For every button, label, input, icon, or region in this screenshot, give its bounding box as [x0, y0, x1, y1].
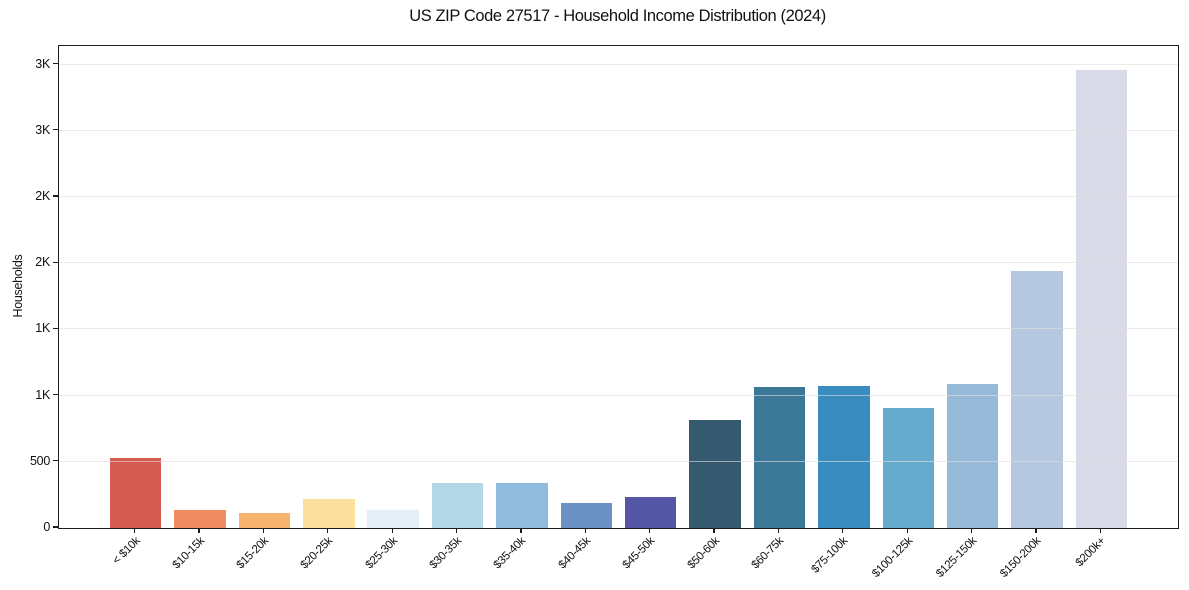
x-tick-label: $200k+: [1073, 535, 1108, 570]
bar-$75-100k: [818, 385, 870, 528]
y-tick-label: 1K: [35, 321, 50, 336]
bar-$35-40k: [496, 483, 548, 528]
bar-$25-30k: [367, 510, 419, 528]
gridline-3500: [59, 63, 1178, 65]
gridline-3000: [59, 129, 1178, 131]
bar-$150-200k: [1011, 271, 1063, 528]
y-tick-label: 1K: [35, 387, 50, 402]
bar-$10-15k: [174, 509, 226, 528]
gridline-2500: [59, 196, 1178, 197]
x-tick-mark: [584, 528, 586, 534]
x-tick-mark: [1035, 528, 1037, 534]
x-tick-mark: [842, 528, 844, 534]
bar-$200k+: [1075, 69, 1128, 528]
x-tick-mark: [520, 528, 522, 534]
x-tick-label: $40-45k: [556, 535, 593, 572]
x-tick-label: $20-25k: [298, 535, 336, 572]
y-tick-label: 500: [30, 453, 50, 468]
bar-$125-150k: [946, 384, 999, 528]
y-tick-mark: [53, 393, 58, 396]
x-tick-label: < $10k: [110, 535, 143, 567]
x-tick-mark: [455, 528, 458, 534]
plot-area: [58, 45, 1179, 529]
x-tick-mark: [262, 528, 265, 534]
y-tick-label: 0: [43, 520, 50, 534]
x-tick-label: $35-40k: [491, 535, 529, 572]
x-tick-label: $15-20k: [234, 535, 271, 572]
y-tick-mark: [53, 261, 58, 263]
x-tick-mark: [906, 528, 908, 534]
bar-< $10k: [109, 457, 162, 528]
x-tick-label: $125-150k: [934, 535, 980, 581]
x-tick-label: $50-60k: [685, 535, 722, 572]
x-tick-label: $10-15k: [170, 535, 207, 572]
y-tick-mark: [53, 526, 58, 528]
chart-title: US ZIP Code 27517 - Household Income Dis…: [409, 7, 826, 25]
y-tick-mark: [53, 195, 58, 197]
y-tick-label: 2K: [35, 255, 50, 270]
bar-$15-20k: [238, 512, 291, 528]
x-tick-mark: [198, 528, 200, 534]
x-tick-mark: [713, 528, 715, 534]
x-tick-mark: [327, 528, 329, 534]
x-tick-mark: [970, 528, 973, 534]
x-tick-mark: [1099, 528, 1102, 534]
x-tick-mark: [133, 528, 136, 534]
x-tick-label: $30-35k: [427, 535, 464, 572]
x-tick-mark: [777, 528, 780, 534]
bar-$60-75k: [753, 387, 806, 528]
gridline-1500: [59, 328, 1178, 330]
y-tick-label: 2K: [35, 189, 50, 203]
y-tick-mark: [53, 327, 58, 330]
bar-$100-125k: [882, 407, 934, 528]
gridline-500: [59, 460, 1178, 462]
bar-$20-25k: [303, 498, 355, 528]
x-tick-label: $60-75k: [749, 535, 786, 572]
gridline-1000: [59, 394, 1178, 396]
gridline-2000: [59, 262, 1178, 264]
bar-$50-60k: [689, 420, 741, 528]
y-tick-mark: [53, 62, 58, 65]
y-tick-label: 3K: [35, 56, 50, 71]
x-tick-mark: [391, 528, 393, 534]
x-tick-mark: [649, 528, 651, 534]
x-tick-label: $75-100k: [809, 535, 851, 576]
x-tick-label: $45-50k: [620, 535, 658, 572]
bar-$40-45k: [560, 502, 613, 528]
y-tick-label: 3K: [35, 122, 50, 137]
y-tick-mark: [53, 129, 58, 131]
x-tick-label: $25-30k: [363, 535, 400, 572]
bar-$45-50k: [624, 496, 677, 528]
x-tick-label: $100-125k: [869, 535, 915, 581]
bar-$30-35k: [431, 483, 484, 528]
y-tick-mark: [53, 460, 58, 462]
x-tick-label: $150-200k: [998, 535, 1044, 581]
